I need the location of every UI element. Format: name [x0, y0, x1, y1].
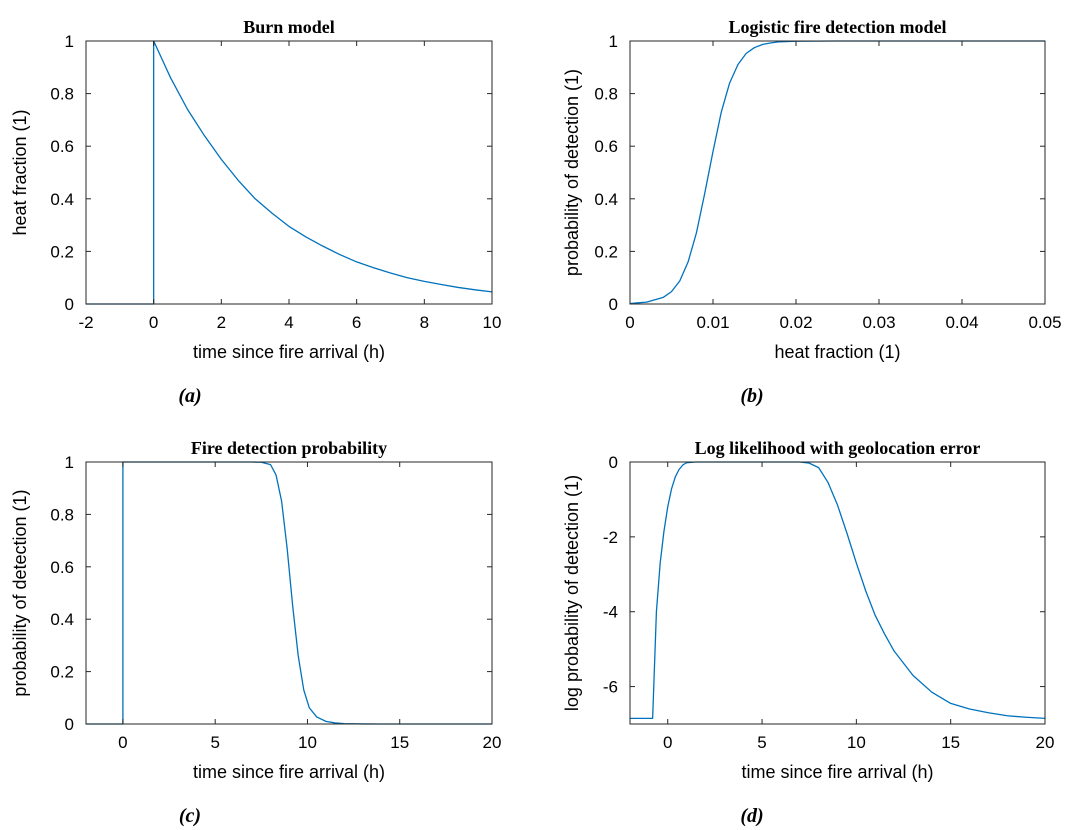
panel-caption: (d) — [740, 805, 763, 827]
y-axis-label: heat fraction (1) — [10, 109, 30, 235]
data-line-series-1 — [629, 40, 1045, 305]
y-tick-label: 0.4 — [50, 610, 74, 629]
x-axis-label: heat fraction (1) — [774, 342, 900, 362]
panel-2: 0 0.01 0.02 0.03 0.04 0.05 0 0.2 0.4 0.6 0.8 1 Logis… — [562, 17, 1062, 407]
x-tick-label: 5 — [210, 733, 219, 752]
x-tick-label: 4 — [284, 313, 293, 332]
y-tick-label: 0.4 — [594, 190, 618, 209]
axes-box — [85, 461, 493, 725]
x-axis-label: time since fire arrival (h) — [193, 342, 385, 362]
panel-title: Logistic fire detection model — [728, 17, 946, 37]
x-tick-label: 0.05 — [1028, 313, 1061, 332]
panel-title: Log likelihood with geolocation error — [695, 438, 981, 458]
y-tick-label: 0.2 — [50, 242, 74, 261]
x-tick-label: 10 — [298, 733, 317, 752]
x-tick-label: 0.03 — [862, 313, 895, 332]
y-tick-label: 0.8 — [594, 85, 618, 104]
y-axis-label: probability of detection (1) — [562, 69, 582, 276]
y-tick-label: 0 — [609, 453, 618, 472]
y-tick-label: 0 — [65, 295, 74, 314]
x-tick-label: 20 — [1036, 733, 1055, 752]
x-tick-label: 6 — [352, 313, 361, 332]
y-axis-label: probability of detection (1) — [10, 489, 30, 696]
x-tick-label: 2 — [217, 313, 226, 332]
y-tick-label: 1 — [609, 32, 618, 51]
data-line-series-1 — [86, 461, 492, 725]
y-axis-label: log probability of detection (1) — [562, 475, 582, 711]
y-tick-label: -4 — [603, 603, 618, 622]
panel-4: 0 5 10 15 20 -6 -4 -2 0 Log likelihood with geolo… — [562, 438, 1054, 827]
y-tick-label: 0.8 — [50, 85, 74, 104]
axes-box — [629, 461, 1046, 725]
x-tick-label: -2 — [78, 313, 93, 332]
y-tick-label: -6 — [603, 678, 618, 697]
y-tick-label: 1 — [65, 32, 74, 51]
x-tick-label: 15 — [941, 733, 960, 752]
panel-title: Fire detection probability — [191, 438, 387, 458]
y-tick-label: 1 — [65, 453, 74, 472]
x-tick-label: 10 — [483, 313, 502, 332]
panel-caption: (a) — [178, 385, 201, 407]
y-tick-label: 0.6 — [50, 137, 74, 156]
x-tick-label: 10 — [847, 733, 866, 752]
y-tick-label: 0.6 — [50, 558, 74, 577]
data-line-series-1 — [86, 40, 493, 305]
y-tick-label: 0 — [65, 715, 74, 734]
x-tick-label: 0 — [663, 733, 672, 752]
x-tick-label: 8 — [420, 313, 429, 332]
panel-title: Burn model — [243, 17, 335, 37]
y-tick-label: -2 — [603, 528, 618, 547]
axes-box — [629, 40, 1046, 305]
x-tick-label: 0.04 — [945, 313, 978, 332]
x-tick-label: 5 — [757, 733, 766, 752]
y-tick-label: 0.4 — [50, 190, 74, 209]
panel-caption: (b) — [740, 385, 763, 407]
x-tick-label: 0 — [118, 733, 127, 752]
x-tick-label: 0.02 — [779, 313, 812, 332]
x-tick-label: 20 — [483, 733, 502, 752]
y-tick-label: 0.2 — [594, 242, 618, 261]
panel-caption: (c) — [179, 805, 201, 827]
x-axis-label: time since fire arrival (h) — [741, 762, 933, 782]
x-tick-label: 15 — [390, 733, 409, 752]
y-tick-label: 0.8 — [50, 505, 74, 524]
x-axis-label: time since fire arrival (h) — [193, 762, 385, 782]
y-tick-label: 0.2 — [50, 663, 74, 682]
x-tick-label: 0 — [625, 313, 634, 332]
panel-3: 0 5 10 15 20 0 0.2 0.4 0.6 0.8 1 Fire detection pro… — [10, 438, 501, 827]
x-tick-label: 0 — [149, 313, 158, 332]
x-tick-label: 0.01 — [696, 313, 729, 332]
y-tick-label: 0 — [609, 295, 618, 314]
axes-box — [85, 40, 493, 305]
y-tick-label: 0.6 — [594, 137, 618, 156]
data-line-series-1 — [630, 461, 1046, 720]
